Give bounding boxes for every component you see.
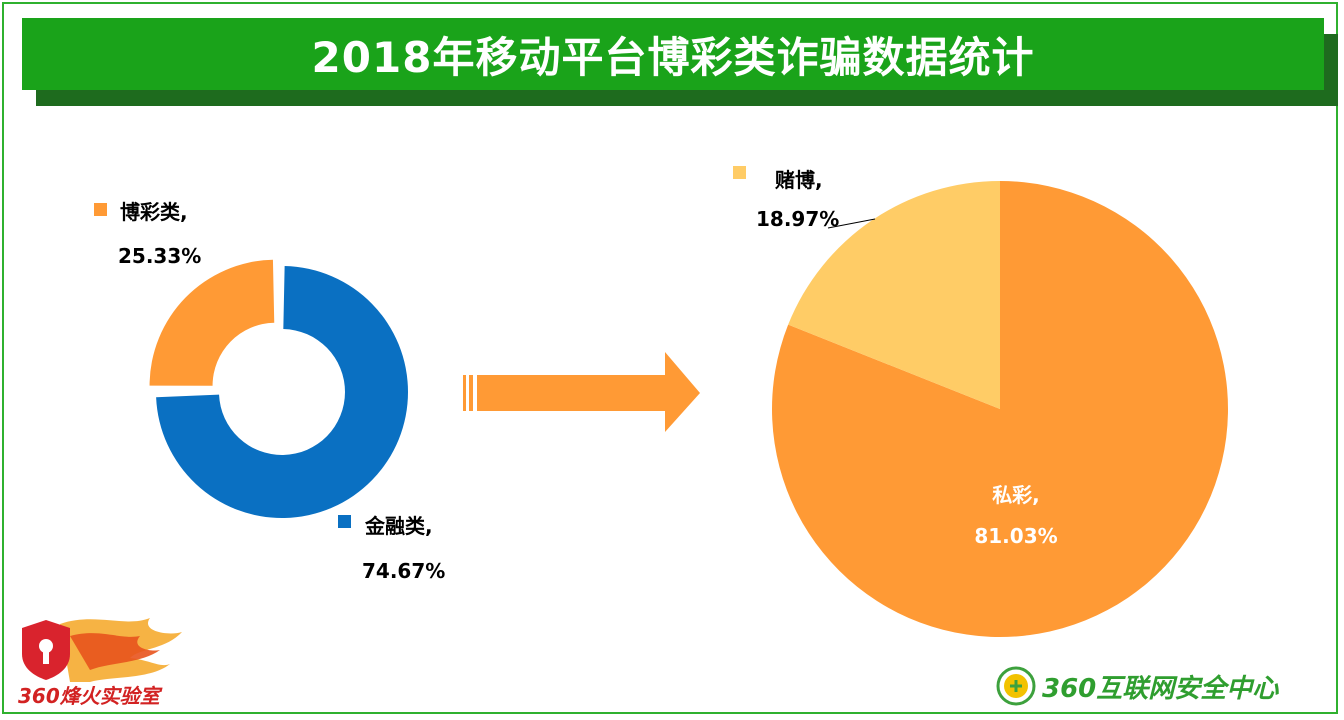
pie-slice-dubo bbox=[788, 181, 1000, 409]
page-title: 2018年移动平台博彩类诈骗数据统计 bbox=[311, 32, 1035, 82]
donut-slice-gambling bbox=[149, 259, 275, 386]
legend-swatch-dubo bbox=[733, 166, 746, 179]
label-dubo-name: 赌博, bbox=[775, 168, 823, 192]
title-banner: 2018年移动平台博彩类诈骗数据统计 bbox=[22, 18, 1324, 90]
logo-left-text: 360烽火实验室 bbox=[18, 684, 160, 708]
label-finance-name: 金融类, bbox=[364, 514, 433, 538]
globe-shield-icon bbox=[996, 666, 1036, 706]
legend-swatch-gambling bbox=[94, 203, 107, 216]
label-gambling-value: 25.33% bbox=[118, 244, 201, 268]
label-sicai-value: 81.03% bbox=[974, 524, 1057, 548]
label-finance-value: 74.67% bbox=[362, 559, 445, 583]
label-dubo-value: 18.97% bbox=[756, 207, 839, 231]
arrow-icon bbox=[463, 352, 700, 432]
label-gambling-name: 博彩类, bbox=[120, 200, 188, 224]
donut-chart bbox=[149, 259, 408, 519]
pie-slice-sicai bbox=[772, 181, 1229, 638]
legend-swatch-finance bbox=[338, 515, 351, 528]
donut-slice-finance bbox=[156, 266, 408, 519]
pie-chart bbox=[772, 181, 1229, 638]
lock-flame-icon bbox=[22, 618, 182, 682]
logo-right-text: 360互联网安全中心 bbox=[1042, 673, 1279, 704]
label-sicai-name: 私彩, bbox=[992, 483, 1040, 507]
leader-line-dubo bbox=[827, 218, 876, 229]
logo-right: 360互联网安全中心 bbox=[996, 664, 1278, 708]
